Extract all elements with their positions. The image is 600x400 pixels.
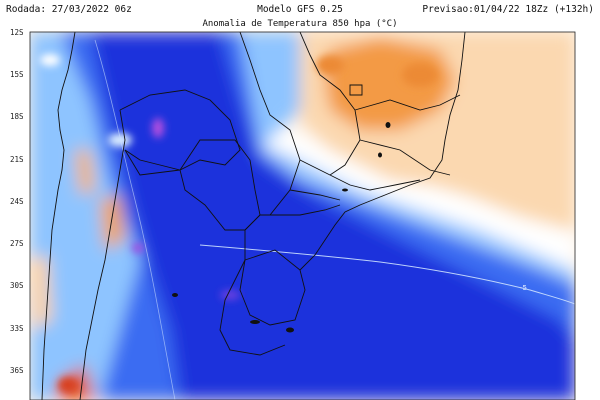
lat-label-15s: 15S [10, 70, 24, 79]
lat-label-18s: 18S [10, 112, 24, 121]
lat-label-36s: 36S [10, 366, 24, 375]
contour-label: -5 [520, 284, 527, 292]
lat-label-12s: 12S [10, 28, 24, 37]
model-name-label: Modelo GFS 0.25 [257, 4, 343, 15]
lat-label-27s: 27S [10, 239, 24, 248]
run-time-label: Rodada: 27/03/2022 06z [6, 4, 132, 15]
lake-marks [172, 122, 391, 333]
political-borders [41, 32, 466, 400]
lat-label-30s: 30S [10, 281, 24, 290]
map-title: Anomalia de Temperatura 850 hpa (°C) [202, 19, 398, 29]
lat-label-33s: 33S [10, 324, 24, 333]
forecast-time-label: Previsao:01/04/22 18Zz (+132h) [422, 4, 594, 15]
lat-label-24s: 24S [10, 197, 24, 206]
anomaly-field: -5 [30, 32, 575, 400]
lat-label-21s: 21S [10, 155, 24, 164]
